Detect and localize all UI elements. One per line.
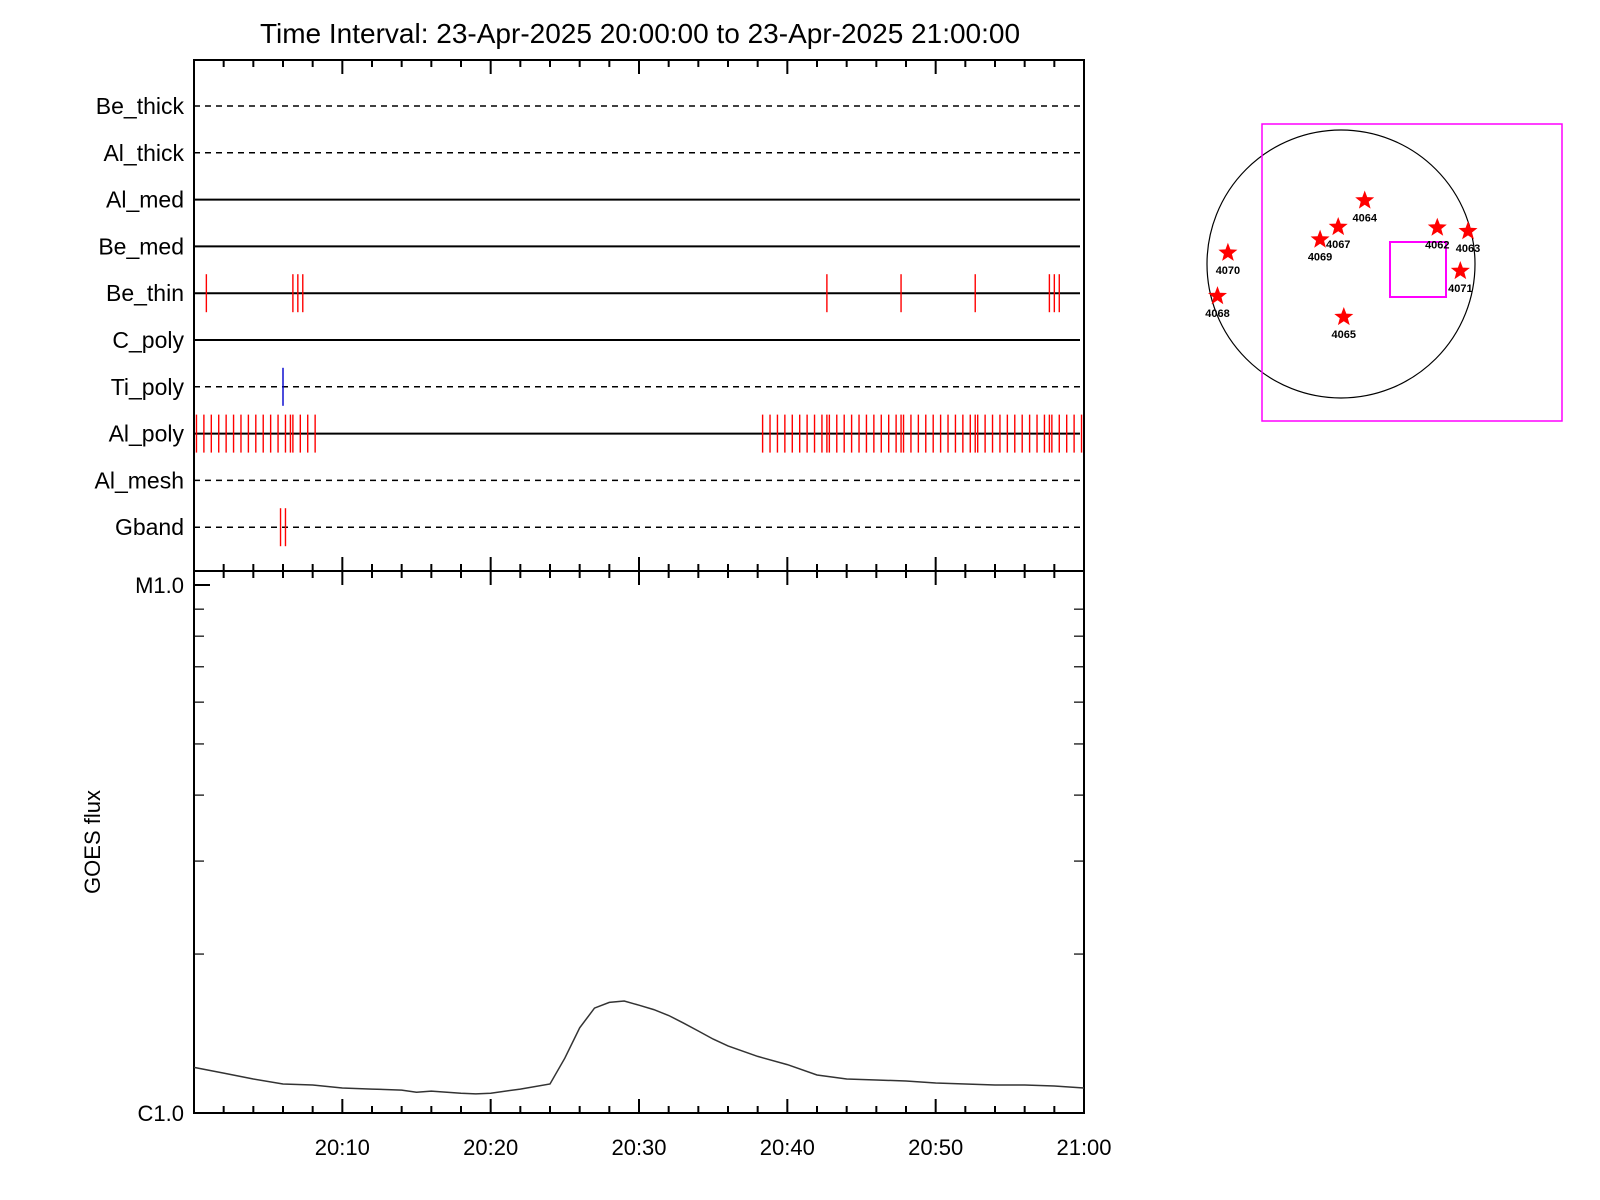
star-marker [1458,221,1478,240]
goes-frame [193,570,1085,1114]
goes-xtick-label: 20:30 [611,1135,666,1160]
star-marker [1328,217,1348,236]
region-label: 4065 [1332,329,1356,341]
active-region: 4067 [1326,217,1350,251]
row-Ti_poly: Ti_poly [111,367,1080,406]
active-region: 4070 [1216,242,1240,277]
active-region: 4071 [1448,261,1473,295]
event-timeline-panel: Be_thick Al_thick Al_med Be_med Be_thin C_pol… [95,59,1085,572]
goes-xtick-label: 20:40 [760,1135,815,1160]
row-label: Al_thick [103,140,184,166]
star-marker [1208,286,1227,305]
row-Gband: Gband [115,508,1080,547]
timeline-ticks [193,60,1085,571]
row-label: Be_thin [106,280,184,306]
fov-box-large [1261,123,1563,422]
active-region: 4064 [1352,190,1378,224]
timeline-rows: Be_thick Al_thick Al_med Be_med Be_thin C_pol… [95,93,1083,547]
goes-ylabel: GOES flux [80,790,105,894]
goes-ticks: 20:10 20:20 20:30 20:40 20:50 21:00 M1.0 C1.0 [135,571,1112,1160]
region-label: 4069 [1308,252,1332,264]
row-Al_thick: Al_thick [103,140,1080,166]
region-label: 4070 [1216,265,1240,277]
star-marker [1355,190,1375,209]
row-label: Gband [115,514,184,540]
goes-ytick-label: M1.0 [135,573,184,598]
active-region: 4062 [1425,217,1450,252]
row-label: Ti_poly [111,374,185,400]
star-marker [1310,229,1330,248]
row-label: C_poly [112,327,184,353]
row-label: Al_poly [109,421,185,447]
row-label: Al_mesh [95,467,184,493]
goes-xtick-label: 20:50 [908,1135,963,1160]
star-marker [1334,307,1354,326]
region-label: 4067 [1326,239,1350,251]
goes-flux-line [193,1000,1085,1095]
goes-ytick-label: C1.0 [138,1101,184,1126]
region-label: 4068 [1205,308,1229,320]
active-region: 4063 [1456,221,1480,255]
goes-xtick-label: 20:10 [315,1135,370,1160]
row-label: Be_thick [96,93,185,119]
goes-xtick-label: 20:20 [463,1135,518,1160]
active-region: 4069 [1308,229,1332,264]
row-Al_poly: Al_poly [109,414,1083,453]
fov-box-small [1389,241,1447,298]
row-label: Be_med [98,233,184,259]
region-label: 4064 [1352,212,1377,224]
region-label: 4063 [1456,243,1480,255]
chart-title: Time Interval: 23-Apr-2025 20:00:00 to 2… [260,18,1020,49]
row-Al_mesh: Al_mesh [95,467,1080,493]
active-region: 4068 [1205,286,1230,320]
region-label: 4071 [1448,283,1472,295]
goes-xtick-label: 21:00 [1056,1135,1111,1160]
active-region: 4065 [1332,307,1356,341]
row-C_poly: C_poly [112,327,1080,353]
row-Be_med: Be_med [98,233,1080,259]
star-marker [1450,261,1470,280]
row-label: Al_med [106,187,184,213]
timeline-frame [193,59,1085,572]
solar-disk-circle [1206,129,1476,399]
star-marker [1427,217,1447,236]
row-Be_thick: Be_thick [96,93,1080,119]
row-Al_med: Al_med [106,187,1080,213]
row-Be_thin: Be_thin [106,274,1080,313]
region-label: 4062 [1425,240,1449,252]
goes-flux-panel: 20:10 20:20 20:30 20:40 20:50 21:00 M1.0 C1.0 G… [80,570,1112,1160]
star-marker [1218,242,1238,261]
